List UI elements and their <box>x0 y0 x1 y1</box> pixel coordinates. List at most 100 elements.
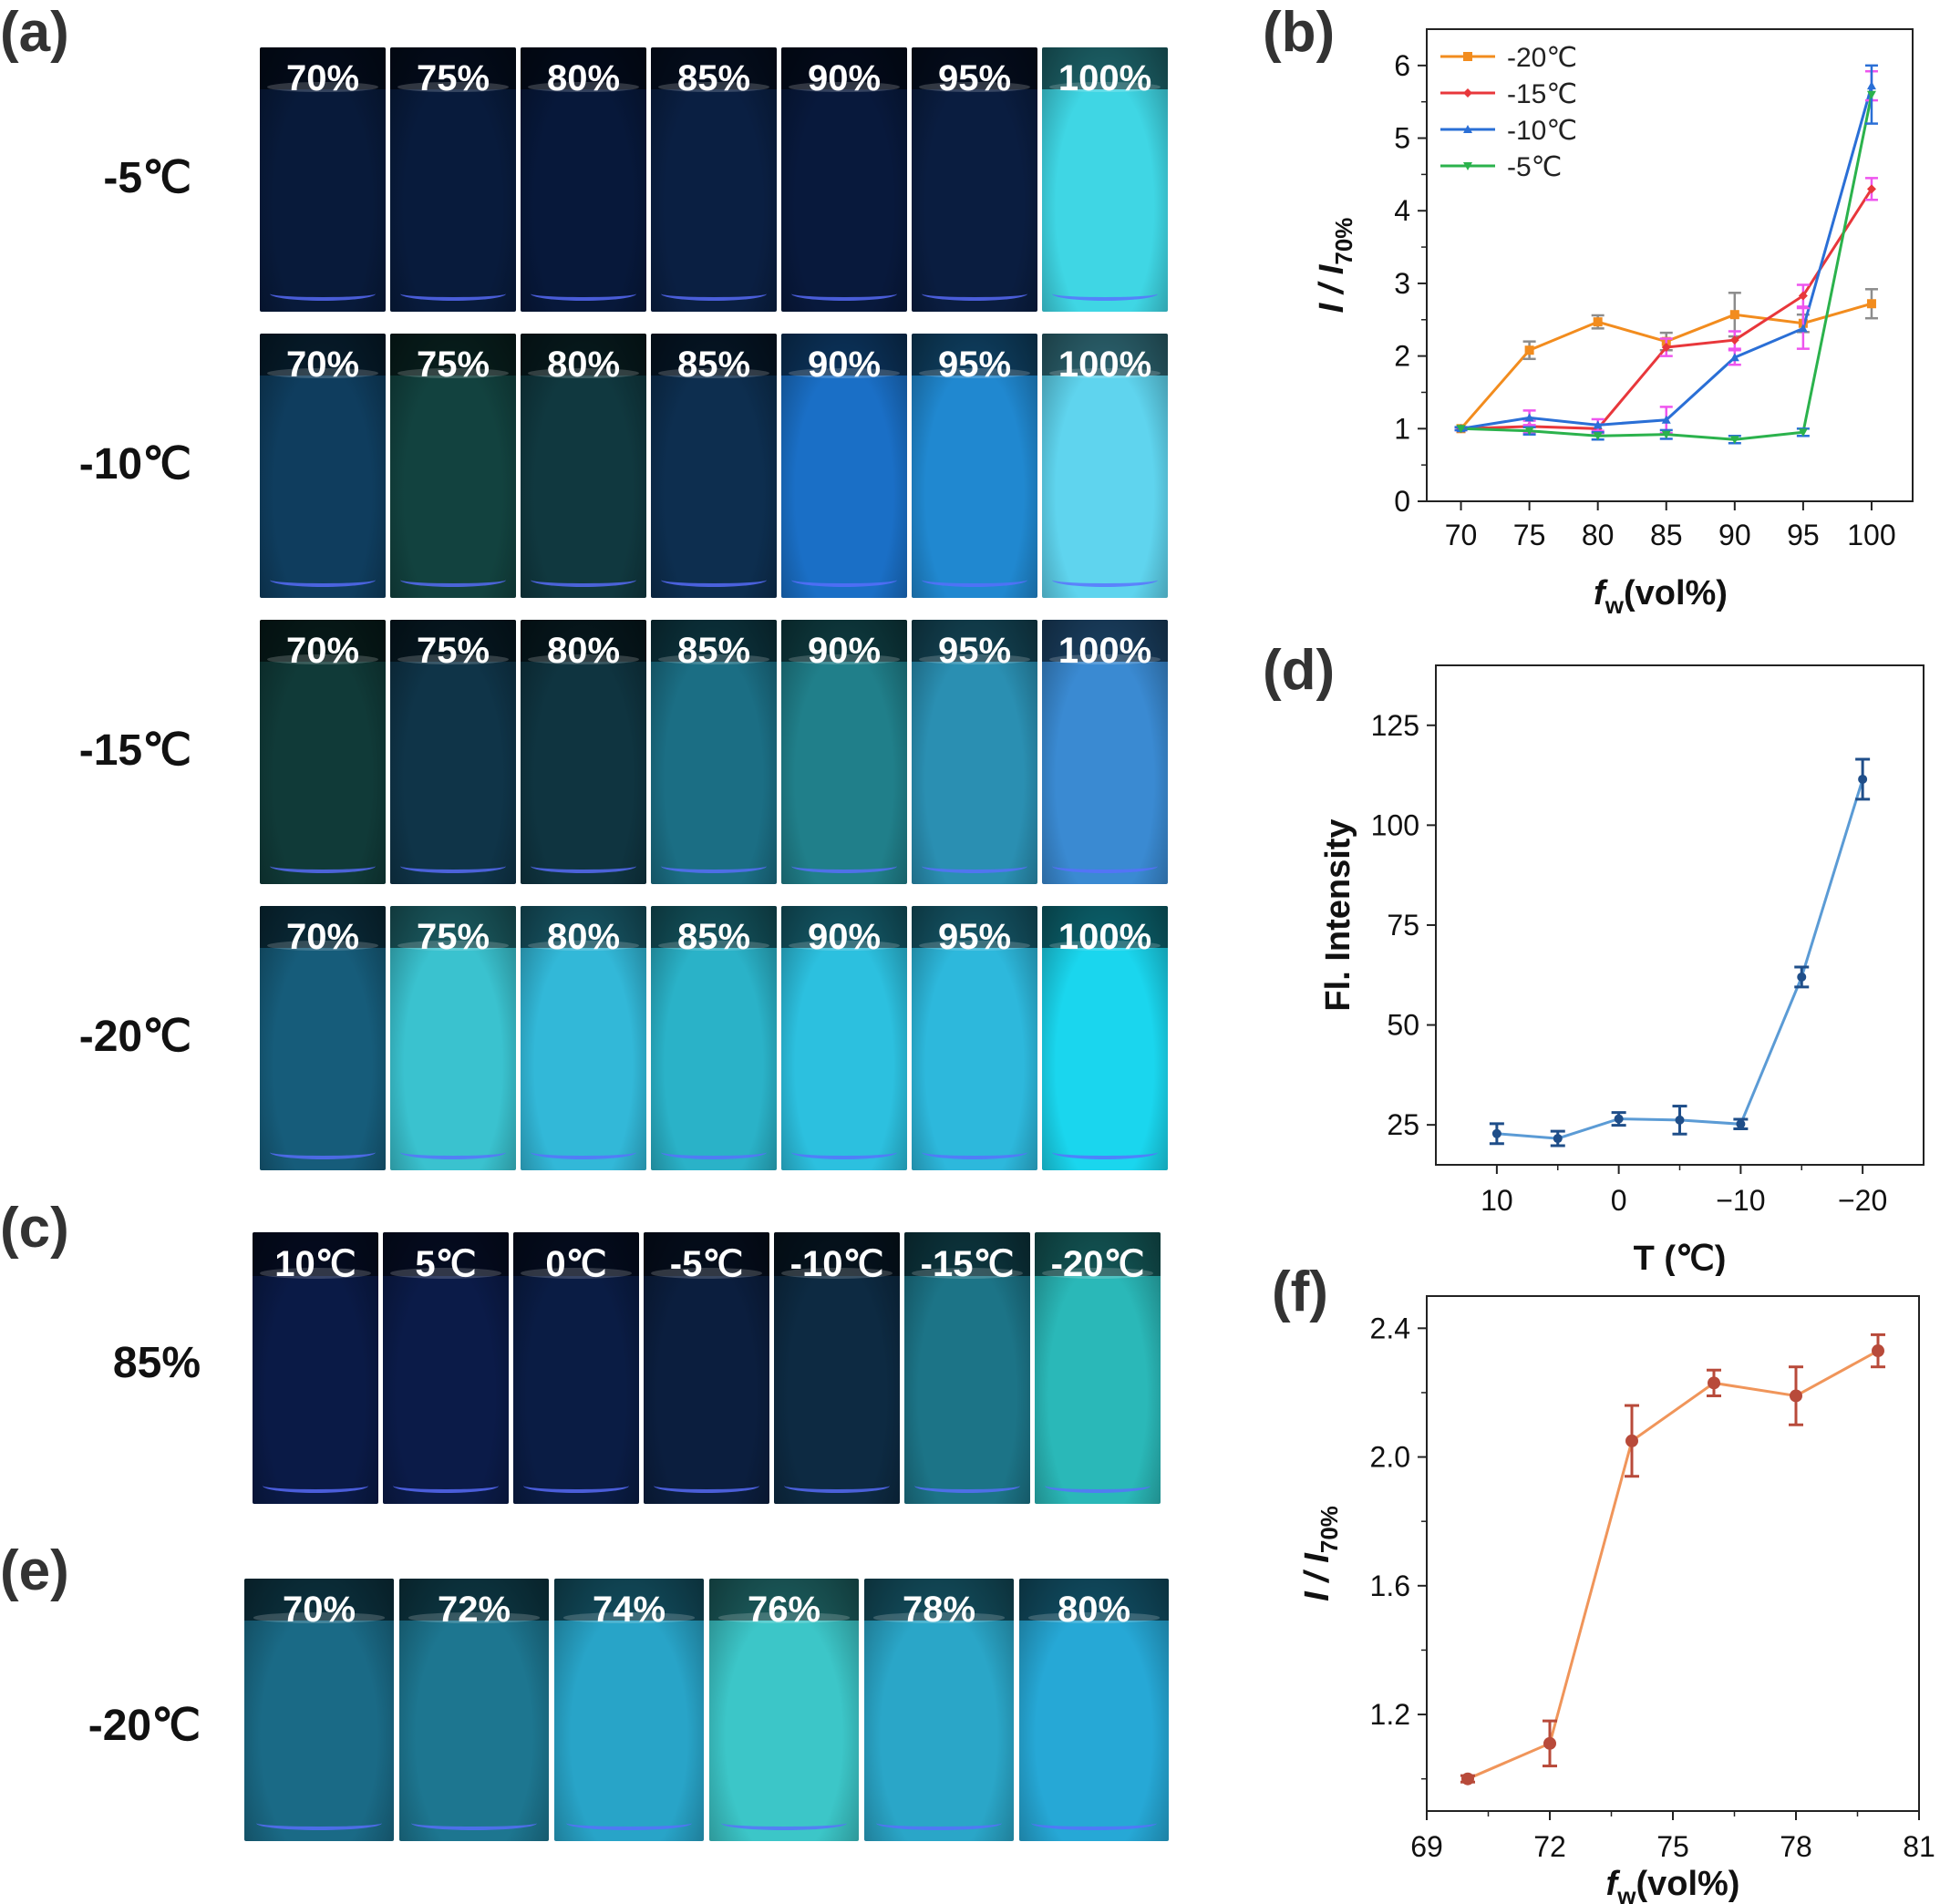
vial-meniscus <box>717 1612 851 1623</box>
legend-marker <box>1463 162 1472 170</box>
vial-label: 80% <box>546 630 621 671</box>
y-tick-label: 100 <box>1371 808 1419 841</box>
vial-label: 85% <box>676 344 751 385</box>
vial-base <box>1045 1478 1151 1494</box>
vial-cap <box>912 906 1037 949</box>
y-tick-label: 3 <box>1394 267 1410 300</box>
legend-label: -20℃ <box>1507 43 1577 73</box>
vial-cap <box>651 334 777 376</box>
x-tick-label: 78 <box>1780 1830 1812 1863</box>
x-axis-title-rest: (vol%) <box>1624 574 1728 612</box>
vial-label: 75% <box>416 57 490 98</box>
vial-base <box>661 1146 767 1160</box>
vial-label: 70% <box>285 57 360 98</box>
vial-base <box>922 573 1027 588</box>
vial-base <box>661 287 767 302</box>
vial-label: 100% <box>1058 57 1152 98</box>
vial-meniscus <box>397 654 509 665</box>
vial-photo: 100% <box>1042 906 1168 1170</box>
vial-cap <box>399 1579 549 1621</box>
data-point <box>1729 310 1739 320</box>
y-tick-label: 4 <box>1394 194 1410 227</box>
vial-photo: 90% <box>781 47 907 312</box>
vial-meniscus <box>919 367 1030 379</box>
row-label: 85% <box>112 1339 201 1387</box>
x-tick-label: 10 <box>1481 1184 1513 1217</box>
data-point <box>1798 291 1808 301</box>
data-point <box>1736 1119 1746 1129</box>
data-point <box>1858 774 1868 784</box>
x-tick-label: 70 <box>1445 519 1478 551</box>
x-axis-title-rest: (vol%) <box>1636 1865 1739 1903</box>
vial-photo: 90% <box>781 620 907 884</box>
vial-photo: 90% <box>781 334 907 598</box>
vial-photo: 95% <box>912 906 1037 1170</box>
vial-meniscus <box>919 654 1030 665</box>
vial-label: 70% <box>285 916 360 957</box>
x-tick-label: 75 <box>1656 1830 1689 1863</box>
y-axis-title-main: I / I <box>1298 1552 1336 1601</box>
legend-marker <box>1463 52 1472 61</box>
vial-meniscus <box>267 940 378 952</box>
vial-meniscus <box>912 1267 1023 1279</box>
vial-label: 100% <box>1058 344 1152 385</box>
row-label: -15℃ <box>78 726 191 775</box>
vial-meniscus <box>528 940 639 952</box>
vial-cap <box>253 1232 378 1276</box>
vial-label: 75% <box>416 916 490 957</box>
vial-label: 90% <box>807 57 882 98</box>
vial-photo: -10℃ <box>774 1232 900 1504</box>
series-line <box>1460 94 1873 441</box>
vial-cap <box>554 1579 704 1621</box>
data-point <box>1866 184 1876 194</box>
vial-base <box>661 573 767 588</box>
vial-meniscus <box>651 1267 762 1279</box>
legend-marker <box>1463 125 1472 133</box>
row-label: -10℃ <box>78 440 191 489</box>
vial-base <box>523 1478 629 1494</box>
x-tick-label: 100 <box>1847 519 1895 551</box>
vial-label: 74% <box>592 1589 666 1630</box>
vial-cap <box>651 47 777 90</box>
data-point <box>1456 425 1466 434</box>
vial-meniscus <box>1049 654 1161 665</box>
vial-label: 95% <box>937 344 1012 385</box>
vial-cap <box>1042 334 1168 376</box>
vial-label: 85% <box>676 916 751 957</box>
vial-cap <box>904 1232 1030 1276</box>
x-axis-title: fw(vol%) <box>1594 574 1728 619</box>
vial-meniscus <box>658 367 769 379</box>
vial-photo: 74% <box>554 1579 704 1841</box>
vial-meniscus <box>397 81 509 93</box>
vial-base <box>1052 287 1158 302</box>
vial-cap <box>864 1579 1014 1621</box>
vial-cap <box>521 334 646 376</box>
vial-cap <box>521 47 646 90</box>
data-point <box>1708 1376 1720 1390</box>
y-tick-label: 1.6 <box>1370 1570 1410 1602</box>
vial-photo: 75% <box>390 334 516 598</box>
data-point <box>1543 1736 1556 1750</box>
vial-cap <box>774 1232 900 1276</box>
vial-meniscus <box>1049 81 1161 93</box>
vial-meniscus <box>260 1267 371 1279</box>
data-point <box>1798 324 1808 333</box>
data-point <box>1729 335 1739 345</box>
vial-cap <box>390 620 516 663</box>
vial-base <box>270 1146 376 1160</box>
vial-meniscus <box>789 367 900 379</box>
vial-cap <box>781 620 907 663</box>
vial-photo: 72% <box>399 1579 549 1841</box>
panel-label-d: (d) <box>1263 639 1336 702</box>
vial-base <box>654 1478 759 1494</box>
data-point <box>1661 430 1671 439</box>
y-tick-label: 2.0 <box>1370 1441 1410 1474</box>
y-axis-title-sub: 70% <box>1316 1506 1343 1553</box>
plot-frame <box>1426 28 1914 502</box>
vial-label: 90% <box>807 916 882 957</box>
vial-label: 95% <box>937 630 1012 671</box>
vial-base <box>1031 1817 1157 1831</box>
data-point <box>1625 1434 1638 1447</box>
vial-photo: 85% <box>651 906 777 1170</box>
